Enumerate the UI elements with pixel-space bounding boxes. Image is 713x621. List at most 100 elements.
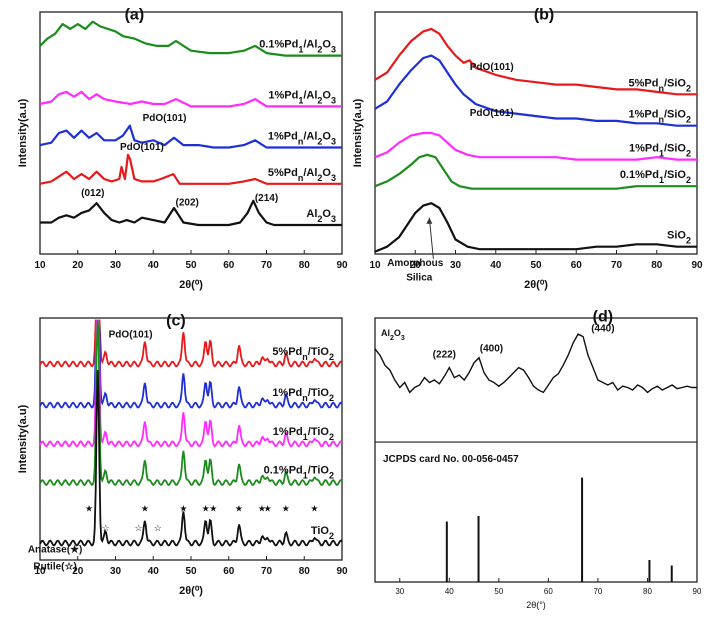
panel-c: 10 20 30 40 50 60 70 80 90 2θ(⁰) Intensity(a.u) 5%P…: [17, 312, 348, 597]
series-label: 1%Pdn/Al2O3: [268, 131, 336, 147]
x-tick-label: 60: [544, 587, 553, 596]
anatase-marker: ★: [179, 504, 187, 514]
series-line: [39, 153, 342, 185]
annotation: (a): [125, 6, 145, 23]
card-label: JCPDS card No. 00-056-0457: [383, 454, 519, 465]
y-axis-label: Intensity(a.u): [17, 98, 29, 167]
x-tick-label: 50: [530, 260, 542, 271]
series-label: 1%Pdn/TiO2: [272, 387, 334, 403]
series-line: [39, 124, 342, 149]
annotation: Amorphous: [387, 258, 444, 269]
x-tick-label: 20: [72, 566, 84, 577]
x-tick-label: 30: [110, 260, 122, 271]
plot-frame: [374, 317, 698, 583]
x-axis-label: 2θ(⁰): [179, 585, 203, 597]
series-line: [374, 202, 697, 253]
x-tick-label: 70: [261, 566, 273, 577]
x-tick-label: 80: [651, 260, 663, 271]
annotation: PdO(101): [470, 108, 514, 119]
y-axis-label: Intensity(a.u): [17, 404, 29, 473]
x-tick-label: 40: [445, 587, 454, 596]
series-label: 1%Pd1/SiO2: [629, 143, 691, 159]
x-tick-label: 70: [611, 260, 623, 271]
x-tick-label: 90: [691, 260, 703, 271]
x-tick-label: 10: [34, 566, 46, 577]
series-line: [39, 320, 343, 487]
x-axis-label: 2θ(°): [526, 600, 546, 610]
x-tick-label: 20: [410, 260, 422, 271]
annotation: (222): [433, 350, 456, 361]
x-tick-label: 60: [223, 566, 235, 577]
x-tick-label: 90: [693, 587, 702, 596]
x-tick-label: 40: [148, 566, 160, 577]
x-tick-label: 40: [490, 260, 502, 271]
annotation: (202): [176, 198, 199, 209]
x-tick-label: 30: [450, 260, 462, 271]
series-line: [40, 199, 342, 227]
y-axis-label: Intensity(a.u): [352, 98, 364, 167]
anatase-marker: ★: [235, 504, 243, 514]
panel-b: 10 20 30 40 50 60 70 80 90 2θ(⁰) Intensity(a.u) 5%P…: [352, 6, 703, 291]
x-tick-label: 50: [494, 587, 503, 596]
annotation: PdO(101): [143, 113, 187, 124]
series-label: 1%Pdn/SiO2: [629, 109, 692, 125]
x-tick-label: 90: [336, 260, 348, 271]
annotation: PdO(101): [109, 329, 153, 340]
annotation: (440): [591, 324, 614, 335]
anatase-marker: ★: [258, 504, 266, 514]
series-line: [39, 319, 343, 368]
series-label: 5%Pdn/TiO2: [272, 346, 334, 362]
x-tick-label: 60: [223, 260, 235, 271]
pattern-title: Al2O3: [381, 328, 405, 342]
series-line: [374, 131, 697, 161]
x-tick-label: 80: [643, 587, 652, 596]
series-label: 5%Pdn/SiO2: [629, 77, 692, 93]
amorphous-arrow: [428, 217, 434, 259]
series-line: [374, 153, 697, 190]
series-label: Al2O3: [306, 208, 336, 224]
series-label: 5%Pdn/Al2O3: [268, 167, 336, 183]
anatase-marker: ★: [310, 504, 318, 514]
series-label: 0.1%Pd1/SiO2: [620, 169, 691, 185]
series-line: [374, 27, 697, 96]
anatase-marker: ★: [141, 504, 149, 514]
panel-d: Al2O3 JCPDS card No. 00-056-0457 30 40 50 60 7…: [374, 309, 702, 610]
annotation: PdO(101): [470, 62, 514, 73]
series-line: [39, 20, 342, 57]
x-tick-label: 10: [369, 260, 381, 271]
series-label: 1%Pd1/Al2O3: [268, 89, 336, 105]
x-tick-label: 10: [34, 260, 46, 271]
rutile-marker: ☆: [134, 523, 142, 533]
series-line: [39, 369, 343, 547]
series-label: 1%Pd1/TiO2: [273, 426, 334, 442]
x-tick-label: 40: [148, 260, 160, 271]
rutile-marker: ☆: [154, 523, 162, 533]
annotation: Silica: [406, 273, 433, 284]
series-line: [39, 319, 343, 448]
x-tick-label: 50: [185, 566, 197, 577]
rutile-marker: ☆: [102, 523, 110, 533]
anatase-marker: ★: [264, 504, 272, 514]
anatase-marker: ★: [202, 504, 210, 514]
series-line: [374, 54, 697, 127]
series-line: [39, 319, 343, 409]
annotation: (214): [255, 193, 278, 204]
anatase-marker: ★: [209, 504, 217, 514]
series-line: [39, 90, 342, 108]
x-tick-label: 30: [395, 587, 404, 596]
annotation: Rutile(☆): [33, 562, 76, 573]
annotation: (400): [480, 344, 503, 355]
series-label: TiO2: [311, 525, 334, 541]
annotation: PdO(101): [120, 142, 164, 153]
x-axis-label: 2θ(⁰): [179, 279, 203, 291]
panel-a: 10 20 30 40 50 60 70 80 90 2θ(⁰) Intensity(a.u) 0.1…: [17, 6, 348, 291]
x-tick-label: 80: [299, 566, 311, 577]
x-axis-label: 2θ(⁰): [524, 279, 548, 291]
annotation: (d): [593, 309, 613, 326]
x-tick-label: 50: [185, 260, 197, 271]
series-label: 0.1%Pd1/Al2O3: [259, 39, 336, 55]
x-tick-label: 80: [299, 260, 311, 271]
annotation: Anatase(★): [28, 545, 83, 556]
x-tick-label: 70: [593, 587, 602, 596]
